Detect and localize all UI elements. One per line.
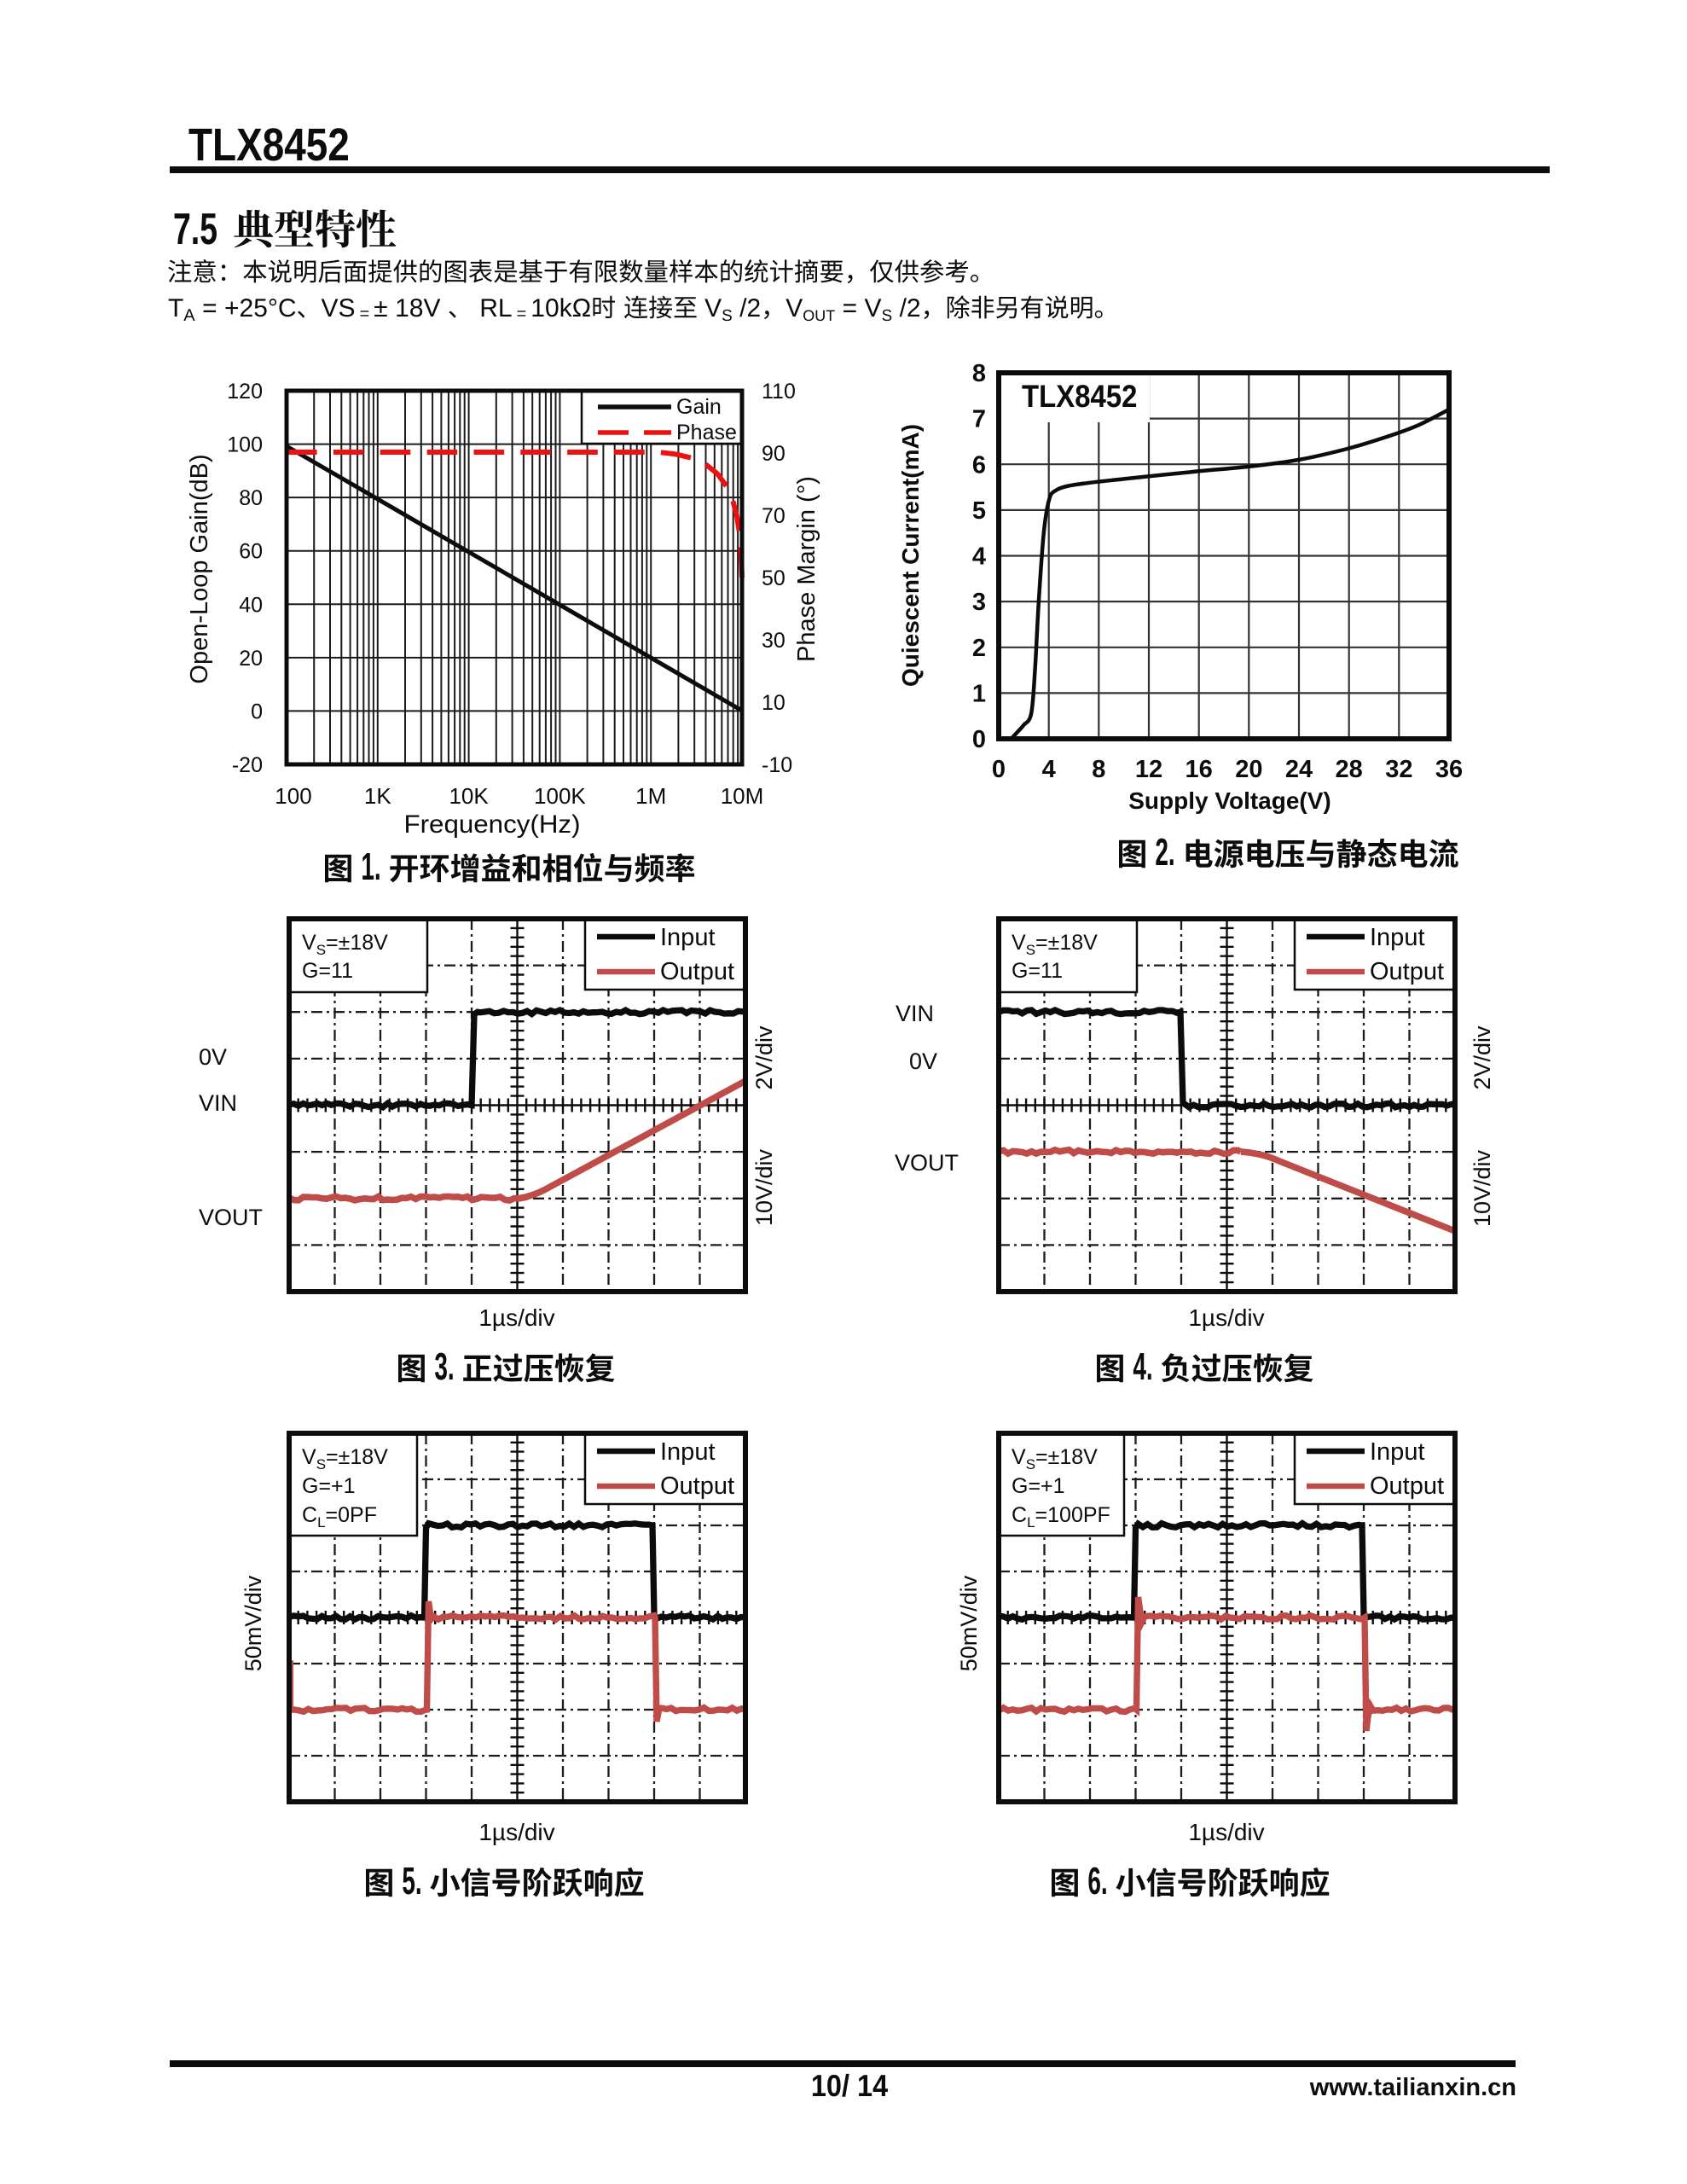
svg-text:Phase Margin (°): Phase Margin (°) — [793, 476, 820, 662]
svg-text:VS=±18V: VS=±18V — [302, 1445, 388, 1472]
svg-text:70: 70 — [762, 504, 786, 528]
svg-text:50mV/div: 50mV/div — [241, 1575, 266, 1671]
svg-text:10V/div: 10V/div — [1470, 1149, 1495, 1227]
svg-text:1K: 1K — [364, 783, 391, 809]
svg-text:1µs/div: 1µs/div — [1188, 1304, 1264, 1331]
svg-text:0: 0 — [992, 756, 1006, 783]
svg-text:VIN: VIN — [199, 1090, 237, 1116]
svg-text:8: 8 — [972, 360, 986, 387]
svg-text:Input: Input — [1370, 1438, 1425, 1466]
svg-text:Supply Voltage(V): Supply Voltage(V) — [1128, 787, 1331, 814]
svg-text:VS=±18V: VS=±18V — [1012, 931, 1098, 958]
svg-text:Frequency(Hz): Frequency(Hz) — [404, 810, 581, 839]
svg-text:1µs/div: 1µs/div — [1188, 1819, 1264, 1845]
svg-text:Phase: Phase — [676, 421, 737, 444]
svg-text:100: 100 — [227, 433, 263, 457]
svg-text:32: 32 — [1385, 756, 1412, 783]
svg-text:0V: 0V — [909, 1048, 937, 1074]
svg-text:12: 12 — [1135, 756, 1162, 783]
svg-text:-10: -10 — [762, 753, 792, 777]
svg-text:4: 4 — [1042, 756, 1056, 783]
svg-text:50mV/div: 50mV/div — [956, 1575, 982, 1671]
svg-text:2: 2 — [972, 635, 986, 662]
svg-text:VOUT: VOUT — [895, 1150, 959, 1176]
svg-text:0: 0 — [251, 700, 263, 723]
svg-text:1M: 1M — [635, 783, 666, 809]
svg-text:16: 16 — [1186, 756, 1213, 783]
svg-text:0V: 0V — [199, 1044, 227, 1070]
svg-text:VS=±18V: VS=±18V — [302, 931, 388, 958]
svg-text:10M: 10M — [721, 783, 764, 809]
svg-text:28: 28 — [1336, 756, 1363, 783]
svg-text:7: 7 — [972, 406, 986, 433]
svg-text:Input: Input — [660, 1438, 716, 1466]
svg-text:Open-Loop Gain(dB): Open-Loop Gain(dB) — [186, 454, 213, 683]
svg-text:Input: Input — [660, 924, 716, 951]
svg-text:80: 80 — [239, 486, 263, 510]
svg-text:1µs/div: 1µs/div — [478, 1819, 554, 1845]
svg-text:Output: Output — [660, 1472, 734, 1500]
svg-text:VIN: VIN — [896, 1001, 934, 1026]
svg-text:Output: Output — [1370, 958, 1444, 985]
svg-text:Quiescent Current(mA): Quiescent Current(mA) — [897, 424, 924, 687]
svg-text:6: 6 — [972, 451, 986, 479]
svg-text:VOUT: VOUT — [199, 1205, 263, 1230]
svg-text:36: 36 — [1435, 756, 1463, 783]
svg-text:20: 20 — [1235, 756, 1262, 783]
svg-text:40: 40 — [239, 593, 263, 617]
svg-text:G=11: G=11 — [1012, 959, 1063, 983]
svg-text:CL=0PF: CL=0PF — [302, 1503, 377, 1531]
svg-text:CL=100PF: CL=100PF — [1012, 1503, 1110, 1531]
svg-text:24: 24 — [1285, 756, 1313, 783]
svg-text:10: 10 — [762, 691, 786, 715]
svg-text:90: 90 — [762, 442, 786, 466]
svg-text:Output: Output — [660, 958, 734, 985]
svg-text:2V/div: 2V/div — [1470, 1025, 1495, 1090]
svg-text:10V/div: 10V/div — [751, 1148, 777, 1226]
svg-text:Gain: Gain — [676, 395, 722, 419]
svg-text:G=+1: G=+1 — [302, 1474, 356, 1498]
svg-text:2V/div: 2V/div — [751, 1025, 777, 1090]
svg-text:3: 3 — [972, 589, 986, 616]
svg-text:1µs/div: 1µs/div — [478, 1304, 554, 1331]
svg-text:G=11: G=11 — [302, 959, 353, 983]
svg-text:8: 8 — [1092, 756, 1105, 783]
svg-text:50: 50 — [762, 566, 786, 590]
svg-text:www.tailianxin.cn: www.tailianxin.cn — [1309, 2074, 1516, 2101]
svg-text:10K: 10K — [449, 783, 489, 809]
svg-text:120: 120 — [227, 380, 263, 404]
svg-text:Output: Output — [1370, 1472, 1444, 1500]
svg-text:-20: -20 — [232, 753, 263, 777]
svg-text:60: 60 — [239, 540, 263, 564]
svg-text:1: 1 — [972, 680, 986, 707]
svg-text:Input: Input — [1370, 924, 1425, 951]
svg-text:100K: 100K — [534, 783, 586, 809]
svg-text:30: 30 — [762, 629, 786, 653]
svg-text:4: 4 — [972, 543, 986, 571]
svg-text:110: 110 — [762, 380, 796, 404]
svg-text:5: 5 — [972, 497, 986, 525]
svg-text:VS=±18V: VS=±18V — [1012, 1445, 1098, 1472]
svg-text:20: 20 — [239, 647, 263, 671]
svg-text:0: 0 — [972, 726, 986, 753]
svg-text:100: 100 — [275, 783, 311, 809]
svg-text:G=+1: G=+1 — [1012, 1474, 1065, 1498]
